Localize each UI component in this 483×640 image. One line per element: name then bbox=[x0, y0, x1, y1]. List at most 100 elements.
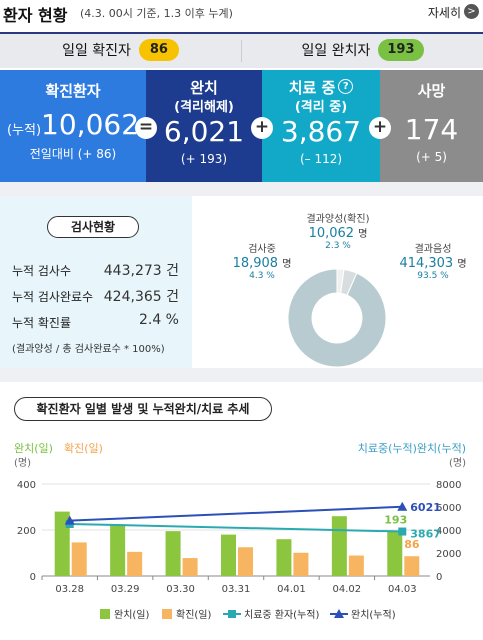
stat-confirmed: 확진환자 (누적)10,062 전일대비 (+ 86) bbox=[0, 70, 146, 182]
page-subtitle: (4.3. 00시 기준, 1.3 이후 누계) bbox=[80, 7, 233, 20]
stat-deceased-label: 사망 bbox=[417, 82, 446, 100]
section-separator bbox=[0, 368, 483, 382]
right-tick-label: 8000 bbox=[436, 480, 461, 491]
stat-deceased: 사망 174 (+ 5) bbox=[380, 70, 483, 182]
stat-treating-label: 치료 중 bbox=[288, 79, 336, 97]
left-axis-title-released: 완치(일) bbox=[14, 441, 53, 455]
trend-chart: 완치(일) 확진(일) (명) 치료중(누적)완치(누적) (명) 0 200 40… bbox=[14, 441, 466, 621]
stat-treating-sublabel: (격리 중) bbox=[294, 100, 348, 115]
bar-daily-released bbox=[331, 516, 347, 576]
donut-chart bbox=[287, 268, 387, 368]
right-tick-label: 4000 bbox=[436, 526, 461, 537]
more-link[interactable]: 자세히 bbox=[427, 6, 461, 20]
line-treating bbox=[69, 522, 403, 533]
left-axis-title-confirmed: 확진(일) bbox=[64, 441, 103, 455]
left-tick-label: 0 bbox=[30, 572, 36, 583]
chart-legend: 완치(일) 확진(일) 치료중 환자(누적) 완치(누적) bbox=[100, 609, 396, 621]
x-tick-label: 04.02 bbox=[333, 584, 362, 595]
legend-marker-released-cum bbox=[334, 609, 344, 618]
test-row-label: 누적 검사완료수 bbox=[12, 290, 94, 304]
legend-daily-released: 완치(일) bbox=[114, 609, 150, 621]
legend-swatch-daily-released bbox=[100, 609, 110, 619]
stats-panel: 확진환자 (누적)10,062 전일대비 (+ 86) 완치 (격리해제) 6,… bbox=[0, 70, 483, 182]
trend-chart-title: 확진환자 일별 발생 및 누적완치/치료 추세 bbox=[14, 397, 272, 421]
daily-released-badge: 193 bbox=[378, 39, 424, 61]
help-icon[interactable]: ? bbox=[338, 79, 354, 94]
bar-daily-released bbox=[387, 531, 403, 576]
right-tick-label: 6000 bbox=[436, 503, 461, 514]
point-treating bbox=[398, 527, 407, 536]
point-released-cum bbox=[397, 501, 408, 511]
left-tick-label: 400 bbox=[17, 480, 36, 491]
x-tick-label: 04.03 bbox=[388, 584, 417, 595]
plus-icon: + bbox=[251, 117, 273, 139]
x-tick-label: 03.28 bbox=[55, 584, 84, 595]
stat-confirmed-prefix: (누적) bbox=[6, 123, 42, 138]
section-separator bbox=[0, 182, 483, 196]
stat-treating-change: (– 112) bbox=[299, 152, 343, 166]
legend-released-cum: 완치(누적) bbox=[351, 609, 396, 621]
page-title: 환자 현황 bbox=[3, 6, 68, 25]
line-released-cum bbox=[69, 505, 403, 522]
right-axis-title: 치료중(누적)완치(누적) bbox=[358, 442, 466, 455]
stat-released-label: 완치 bbox=[190, 79, 218, 97]
test-row-value: 443,273 건 bbox=[103, 263, 179, 279]
test-rate-note: (결과양성 / 총 검사완료수 * 100%) bbox=[12, 344, 165, 355]
bar-daily-confirmed bbox=[348, 555, 364, 576]
donut-label-pending: 검사중 18,908 명 4.3 % bbox=[222, 240, 302, 281]
donut-slice-negative bbox=[287, 268, 387, 368]
bar-daily-released bbox=[165, 531, 181, 576]
bar-daily-confirmed bbox=[127, 551, 143, 576]
daily-released: 일일 완치자 193 bbox=[242, 34, 483, 68]
plus-icon: + bbox=[369, 117, 391, 139]
legend-swatch-daily-confirmed bbox=[162, 609, 172, 619]
donut-positive-unit: 명 bbox=[358, 229, 368, 240]
daily-confirmed: 일일 확진자 86 bbox=[0, 34, 241, 68]
stat-deceased-change: (+ 5) bbox=[416, 150, 447, 164]
donut-negative-pct: 93.5 % bbox=[417, 271, 449, 281]
bar-daily-released bbox=[276, 539, 292, 576]
x-tick-label: 03.31 bbox=[222, 584, 251, 595]
right-tick-label: 2000 bbox=[436, 549, 461, 560]
stat-released-sublabel: (격리해제) bbox=[174, 100, 234, 115]
daily-confirmed-label: 일일 확진자 bbox=[62, 43, 131, 59]
legend-treating: 치료중 환자(누적) bbox=[244, 609, 319, 621]
equals-icon: = bbox=[135, 117, 157, 139]
left-tick-label: 200 bbox=[17, 526, 36, 537]
donut-negative-value: 414,303 bbox=[399, 256, 454, 271]
donut-positive-value: 10,062 bbox=[308, 226, 355, 241]
treating-last-label: 3867 bbox=[410, 528, 441, 541]
donut-negative-unit: 명 bbox=[457, 259, 467, 270]
stat-released: 완치 (격리해제) 6,021 (+ 193) bbox=[146, 70, 262, 182]
x-tick-label: 03.30 bbox=[166, 584, 195, 595]
stat-confirmed-change: 전일대비 (+ 86) bbox=[29, 147, 117, 161]
bar-daily-confirmed bbox=[404, 556, 420, 576]
daily-released-label: 일일 완치자 bbox=[301, 43, 371, 59]
test-row-value: 2.4 % bbox=[138, 312, 179, 328]
chevron-right-icon[interactable]: > bbox=[464, 4, 479, 19]
donut-label-negative: 결과음성 414,303 명 93.5 % bbox=[388, 240, 478, 281]
stat-treating-label-row: 치료 중? bbox=[262, 79, 380, 97]
stat-confirmed-label: 확진환자 bbox=[45, 82, 101, 100]
donut-positive-title: 결과양성(확진) bbox=[306, 214, 370, 225]
stat-treating: 치료 중? (격리 중) 3,867 (– 112) bbox=[262, 70, 380, 182]
legend-marker-treating bbox=[228, 610, 236, 618]
stat-confirmed-value: 10,062 bbox=[41, 108, 140, 141]
bar-daily-confirmed bbox=[238, 547, 253, 576]
daily-confirmed-last-label: 86 bbox=[404, 538, 420, 551]
trend-chart-panel: 확진환자 일별 발생 및 누적완치/치료 추세 완치(일) 확진(일) (명) … bbox=[0, 382, 483, 640]
donut-negative-title: 결과음성 bbox=[414, 244, 452, 255]
bar-daily-confirmed bbox=[293, 552, 309, 576]
test-status-title: 검사현황 bbox=[47, 216, 139, 238]
point-released-cum bbox=[64, 515, 75, 525]
test-row-label: 누적 확진률 bbox=[12, 316, 72, 330]
divider bbox=[241, 40, 242, 62]
donut-pending-value: 18,908 bbox=[232, 256, 279, 271]
donut-label-positive: 결과양성(확진) 10,062 명 2.3 % bbox=[288, 210, 388, 251]
x-tick-label: 03.29 bbox=[111, 584, 140, 595]
right-tick-label: 0 bbox=[436, 572, 442, 583]
x-tick-label: 04.01 bbox=[277, 584, 306, 595]
donut-slice-pending bbox=[340, 268, 358, 296]
donut-positive-pct: 2.3 % bbox=[325, 241, 351, 251]
bar-daily-confirmed bbox=[182, 558, 198, 576]
